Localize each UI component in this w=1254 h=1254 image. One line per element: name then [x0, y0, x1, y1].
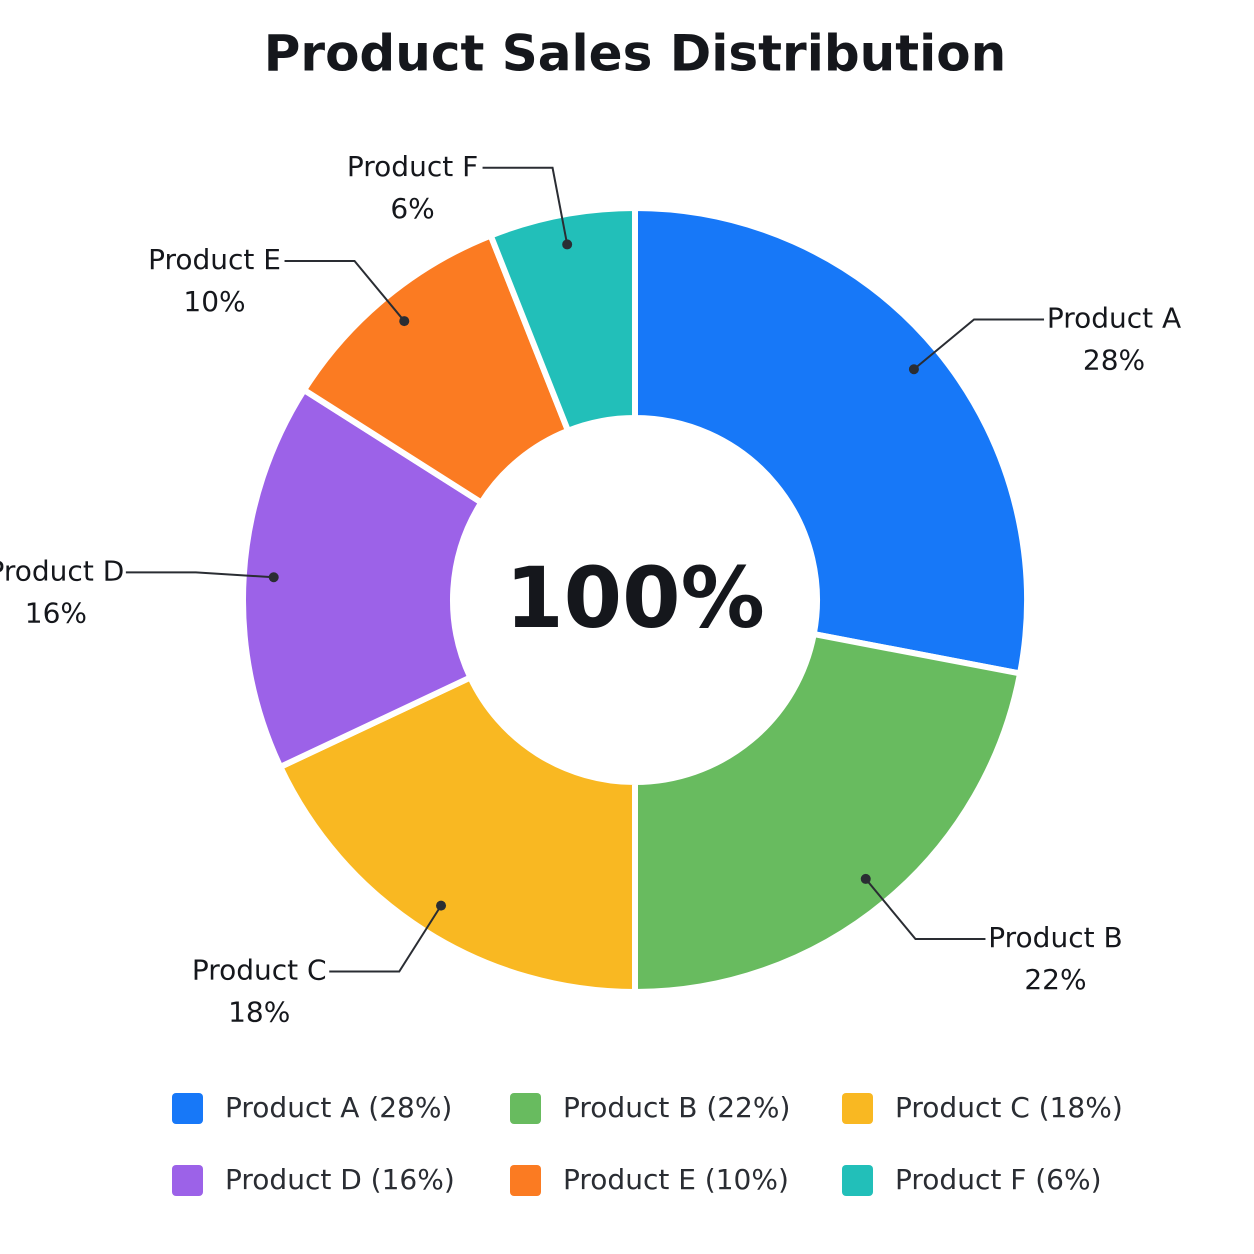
- legend-swatch: [510, 1093, 541, 1124]
- legend-label: Product C (18%): [895, 1091, 1123, 1124]
- slice-value-label: 6%: [390, 192, 434, 225]
- donut-slice: [240, 385, 486, 771]
- chart-title: Product Sales Distribution: [264, 25, 1006, 83]
- legend-swatch: [172, 1165, 203, 1196]
- leader-dot: [908, 364, 919, 375]
- slice-label: Product C: [192, 954, 327, 987]
- donut-slice: [632, 204, 1030, 677]
- legend-label: Product A (28%): [225, 1091, 452, 1124]
- slice-value-label: 16%: [25, 596, 87, 629]
- legend-label: Product B (22%): [563, 1091, 790, 1124]
- leader-line: [913, 318, 1045, 371]
- slice-value-label: 28%: [1083, 344, 1145, 377]
- center-label: 100%: [505, 549, 765, 647]
- slice-label: Product A: [1047, 302, 1181, 335]
- leader-dot: [268, 572, 279, 583]
- slice-label: Product F: [347, 150, 478, 183]
- slice-label: Product E: [148, 243, 281, 276]
- legend-label: Product F (6%): [895, 1163, 1102, 1196]
- leader-dot: [399, 316, 410, 327]
- slice-value-label: 22%: [1024, 963, 1086, 996]
- donut-slice: [632, 630, 1024, 996]
- slice-label: Product B: [988, 921, 1122, 954]
- donut-slice: [486, 204, 638, 435]
- legend-swatch: [510, 1165, 541, 1196]
- legend-label: Product E (10%): [563, 1163, 789, 1196]
- leader-line: [329, 905, 442, 973]
- leader-line: [284, 259, 406, 322]
- legend-swatch: [842, 1093, 873, 1124]
- legend-label: Product D (16%): [225, 1163, 455, 1196]
- leader-line: [482, 166, 569, 245]
- leader-line: [125, 571, 274, 579]
- donut-slice: [276, 673, 638, 996]
- leader-dot: [436, 900, 447, 911]
- leader-dot: [562, 239, 573, 250]
- legend-swatch: [172, 1093, 203, 1124]
- leader-dot: [860, 873, 871, 884]
- legend-swatch: [842, 1165, 873, 1196]
- leader-line: [864, 878, 986, 941]
- slice-value-label: 18%: [228, 996, 290, 1029]
- slice-label: Product D: [0, 554, 124, 587]
- slice-value-label: 10%: [183, 285, 245, 318]
